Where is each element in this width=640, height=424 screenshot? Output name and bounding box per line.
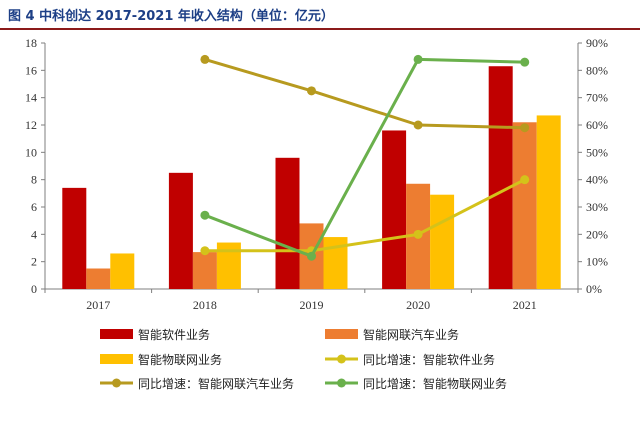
- series-point: [200, 246, 210, 256]
- right-tick-label: 50%: [586, 145, 608, 159]
- bar: [512, 122, 537, 290]
- left-tick-label: 8: [31, 173, 37, 187]
- left-tick-label: 18: [25, 36, 37, 50]
- series-line: [204, 57, 525, 130]
- right-tick-label: 70%: [586, 91, 608, 105]
- series-point: [413, 120, 423, 130]
- bar: [430, 194, 455, 289]
- series-point: [520, 175, 530, 185]
- right-tick-label: 60%: [586, 118, 608, 132]
- left-tick-label: 0: [31, 282, 37, 296]
- legend-label: 同比增速：智能软件业务: [363, 352, 495, 367]
- x-tick-label: 2021: [513, 298, 537, 312]
- right-tick-label: 90%: [586, 36, 608, 50]
- left-tick-label: 16: [25, 63, 37, 77]
- chart-area: 0 2 4 6 8 10 12 14 16 18 0% 10% 20% 30% 40% 50% 60% 70% 80…: [0, 30, 640, 420]
- legend-label: 同比增速：智能网联汽车业务: [138, 376, 294, 391]
- bar: [275, 157, 300, 289]
- legend-label: 智能物联网业务: [138, 352, 222, 367]
- bar: [536, 115, 561, 289]
- bar: [62, 187, 87, 289]
- bar: [488, 66, 513, 289]
- left-tick-label: 4: [31, 227, 37, 241]
- watermark-text: 头条 @认是: [530, 390, 599, 406]
- legend-label: 智能网联汽车业务: [363, 327, 459, 342]
- bar: [168, 172, 193, 289]
- bar: [192, 252, 217, 289]
- right-tick-label: 80%: [586, 63, 608, 77]
- legend-marker: [112, 378, 121, 388]
- bar: [86, 268, 111, 289]
- x-tick-label: 2019: [300, 298, 324, 312]
- legend-swatch: [100, 329, 133, 339]
- right-tick-label: 10%: [586, 255, 608, 269]
- series-point: [307, 86, 316, 96]
- left-tick-label: 10: [25, 145, 37, 159]
- revenue-structure-chart: 0 2 4 6 8 10 12 14 16 18 0% 10% 20% 30% 40% 50% 60% 70% 80…: [25, 36, 608, 406]
- watermark-group: 头条 @认是: [530, 390, 599, 406]
- series-point: [307, 251, 316, 261]
- legend-label: 同比增速：智能物联网业务: [363, 376, 507, 391]
- bar: [110, 253, 135, 289]
- axes-group: 0 2 4 6 8 10 12 14 16 18 0% 10% 20% 30% 40% 50% 60% 70% 80…: [25, 36, 608, 312]
- series-line: [204, 178, 526, 253]
- chart-title: 图 4 中科创达 2017-2021 年收入结构（单位：亿元）: [8, 9, 334, 24]
- series-point: [520, 57, 530, 67]
- series-point: [413, 229, 423, 239]
- x-tick-label: 2018: [193, 298, 217, 312]
- legend-swatch: [325, 329, 358, 339]
- right-tick-label: 20%: [586, 227, 608, 241]
- left-tick-label: 6: [31, 200, 37, 214]
- bar: [382, 130, 407, 289]
- title-divider: [0, 28, 640, 30]
- right-tick-label: 0%: [586, 282, 602, 296]
- legend-swatch: [100, 354, 133, 364]
- legend-label: 智能软件业务: [138, 327, 210, 342]
- series-point: [200, 210, 210, 220]
- series-point: [413, 54, 423, 64]
- left-tick-label: 14: [25, 91, 37, 105]
- lines-group: [200, 54, 530, 261]
- series-line: [204, 57, 525, 258]
- series-point: [520, 123, 530, 133]
- x-tick-label: 2020: [406, 298, 430, 312]
- right-tick-label: 30%: [586, 200, 608, 214]
- series-point: [200, 54, 210, 64]
- legend-marker: [337, 354, 346, 364]
- legend-marker: [337, 378, 346, 388]
- x-tick-label: 2017: [86, 298, 110, 312]
- right-tick-label: 40%: [586, 173, 608, 187]
- left-tick-label: 12: [25, 118, 37, 132]
- left-tick-label: 2: [31, 255, 37, 269]
